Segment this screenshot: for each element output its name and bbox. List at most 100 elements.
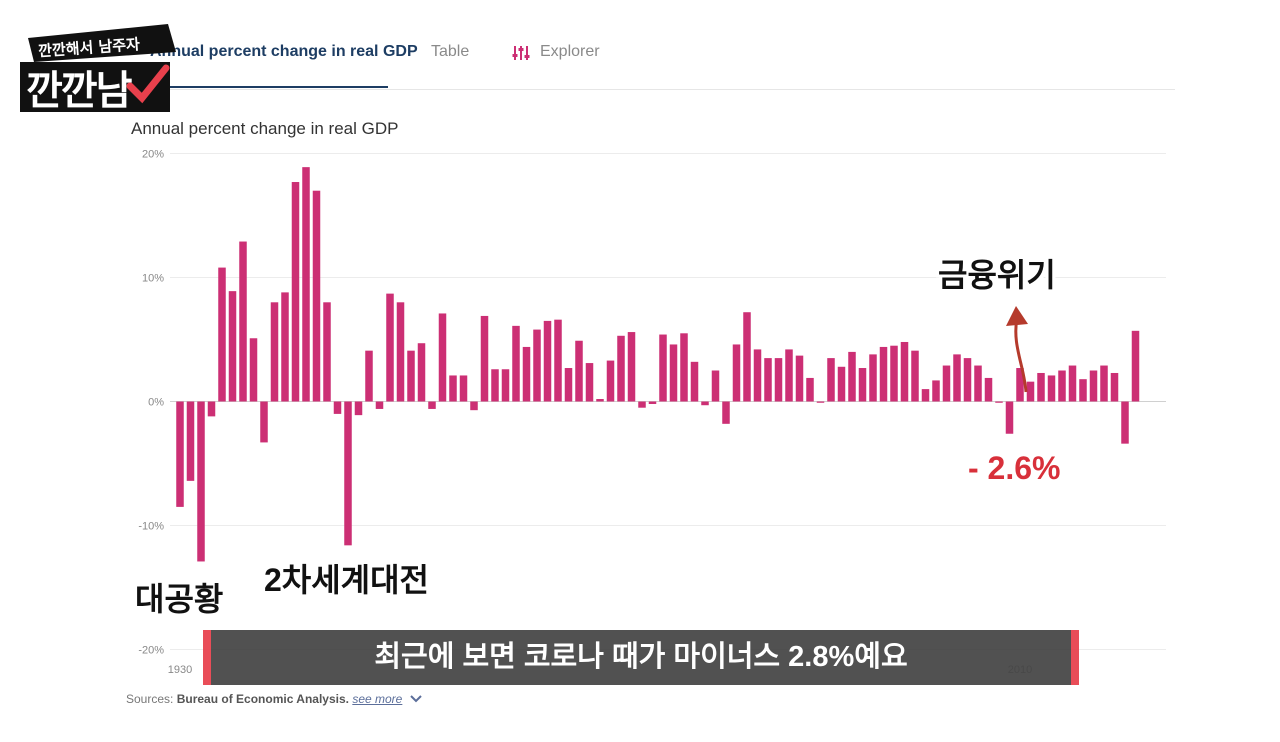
bar-2017[interactable] [1089,370,1098,402]
bar-1991[interactable] [816,401,825,403]
bar-2013[interactable] [1047,375,1056,402]
see-more-link[interactable]: see more [352,692,403,706]
bar-1986[interactable] [764,358,772,402]
bar-1979[interactable] [690,361,699,402]
bar-1958[interactable] [470,401,478,411]
bar-1957[interactable] [459,375,468,402]
bar-2011[interactable] [1026,381,1035,402]
bar-2005[interactable] [963,358,972,402]
bar-1992[interactable] [827,358,835,402]
bar-1950[interactable] [386,293,394,402]
bar-1937[interactable] [249,338,258,402]
bar-1993[interactable] [837,366,846,402]
bar-1931[interactable] [186,401,195,481]
bar-2010[interactable] [1016,368,1024,402]
bar-1997[interactable] [879,346,888,402]
bar-1961[interactable] [501,369,510,402]
bar-1995[interactable] [858,368,867,402]
bar-1951[interactable] [396,302,405,402]
bar-1969[interactable] [585,363,594,402]
bar-1994[interactable] [848,351,856,402]
y-tick-label: 20% [142,149,164,161]
bar-1983[interactable] [732,344,741,402]
bar-1963[interactable] [522,346,531,402]
bar-1948[interactable] [365,350,373,402]
bar-2003[interactable] [942,365,951,402]
bar-1942[interactable] [302,167,310,402]
bar-2014[interactable] [1058,370,1066,402]
bar-2006[interactable] [974,365,982,402]
bar-1985[interactable] [753,349,762,402]
bar-1932[interactable] [197,401,205,562]
bar-2016[interactable] [1079,379,1087,402]
bar-1982[interactable] [722,401,730,424]
bar-1964[interactable] [533,329,541,402]
bar-1956[interactable] [449,375,457,402]
bar-1973[interactable] [627,332,636,402]
bar-1988[interactable] [785,349,793,402]
bar-1999[interactable] [900,341,909,402]
bar-2002[interactable] [932,380,940,402]
bar-2007[interactable] [984,377,993,402]
bar-1955[interactable] [438,313,447,402]
bar-2004[interactable] [953,354,961,402]
bar-2019[interactable] [1110,372,1119,402]
bar-1935[interactable] [228,291,237,402]
bar-1966[interactable] [554,319,562,402]
bar-1933[interactable] [207,401,216,417]
bar-1959[interactable] [480,315,489,402]
bar-1990[interactable] [806,377,814,402]
bar-1971[interactable] [606,360,615,402]
bar-1980[interactable] [701,401,709,406]
tab-chart[interactable]: Annual percent change in real GDP [150,43,418,60]
bar-1947[interactable] [354,401,363,416]
chevron-down-icon[interactable] [409,695,422,703]
sliders-icon[interactable] [512,44,530,62]
bar-2012[interactable] [1037,372,1045,402]
bar-1938[interactable] [260,401,268,443]
bar-1981[interactable] [711,370,720,402]
bar-1989[interactable] [795,355,804,402]
bar-1949[interactable] [375,401,384,409]
bar-2015[interactable] [1068,365,1077,402]
bar-2008[interactable] [995,401,1003,403]
bar-1944[interactable] [323,302,331,402]
bar-1953[interactable] [417,343,426,402]
bar-1930[interactable] [176,401,184,507]
bar-1998[interactable] [890,345,898,402]
bar-1970[interactable] [596,399,604,402]
bar-1977[interactable] [669,344,678,402]
bar-1941[interactable] [291,182,300,402]
bar-1968[interactable] [575,340,583,402]
bar-1987[interactable] [774,358,783,402]
bar-2000[interactable] [911,350,919,402]
bar-2020[interactable] [1121,401,1129,444]
bar-1936[interactable] [239,241,247,402]
tab-table[interactable]: Table [431,43,470,60]
bar-1940[interactable] [281,292,289,402]
bar-1939[interactable] [270,302,279,402]
bar-1934[interactable] [218,267,226,402]
bar-1984[interactable] [743,312,751,402]
bar-1952[interactable] [407,350,415,402]
bar-1976[interactable] [659,334,667,402]
bar-1946[interactable] [344,401,352,546]
bar-1960[interactable] [491,369,499,402]
tab-explorer[interactable]: Explorer [540,43,600,60]
bar-1954[interactable] [428,401,436,409]
bar-1972[interactable] [617,335,625,402]
bar-1945[interactable] [333,401,342,414]
bar-1967[interactable] [564,368,573,402]
bar-1965[interactable] [543,320,552,402]
bar-2021[interactable] [1131,330,1140,402]
bar-2018[interactable] [1100,365,1108,402]
bar-2001[interactable] [921,389,930,402]
logo-title: 깐깐남 [26,68,133,114]
bar-1943[interactable] [312,190,321,402]
bar-2009[interactable] [1005,401,1014,434]
bar-1974[interactable] [638,401,646,408]
bar-1978[interactable] [680,333,688,402]
bar-1962[interactable] [512,325,520,402]
bar-1975[interactable] [648,401,657,404]
bar-1996[interactable] [869,354,877,402]
